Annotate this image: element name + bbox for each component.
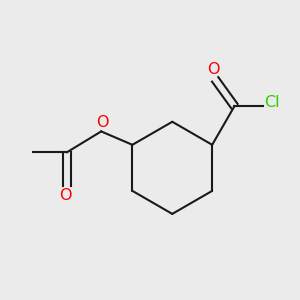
Text: O: O <box>59 188 72 203</box>
Text: O: O <box>96 115 109 130</box>
Text: O: O <box>207 62 220 77</box>
Text: Cl: Cl <box>264 95 280 110</box>
